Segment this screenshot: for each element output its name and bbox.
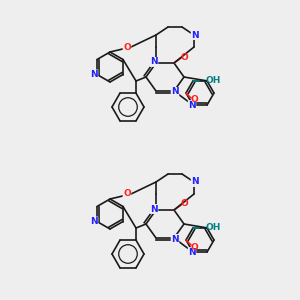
Text: N: N — [171, 235, 179, 244]
Text: N: N — [171, 88, 179, 97]
Text: N: N — [90, 70, 98, 79]
Text: OH: OH — [205, 224, 220, 232]
Text: N: N — [150, 58, 158, 67]
Text: O: O — [180, 52, 188, 62]
Text: O: O — [190, 95, 198, 104]
Text: O: O — [180, 200, 188, 208]
Text: N: N — [191, 178, 199, 187]
Text: N: N — [191, 31, 199, 40]
Text: O: O — [190, 242, 198, 251]
Text: OH: OH — [205, 76, 220, 85]
Text: O: O — [123, 190, 131, 199]
Text: O: O — [123, 43, 131, 52]
Text: N: N — [188, 100, 196, 109]
Text: N: N — [150, 205, 158, 214]
Text: N: N — [188, 248, 196, 256]
Text: N: N — [90, 217, 98, 226]
